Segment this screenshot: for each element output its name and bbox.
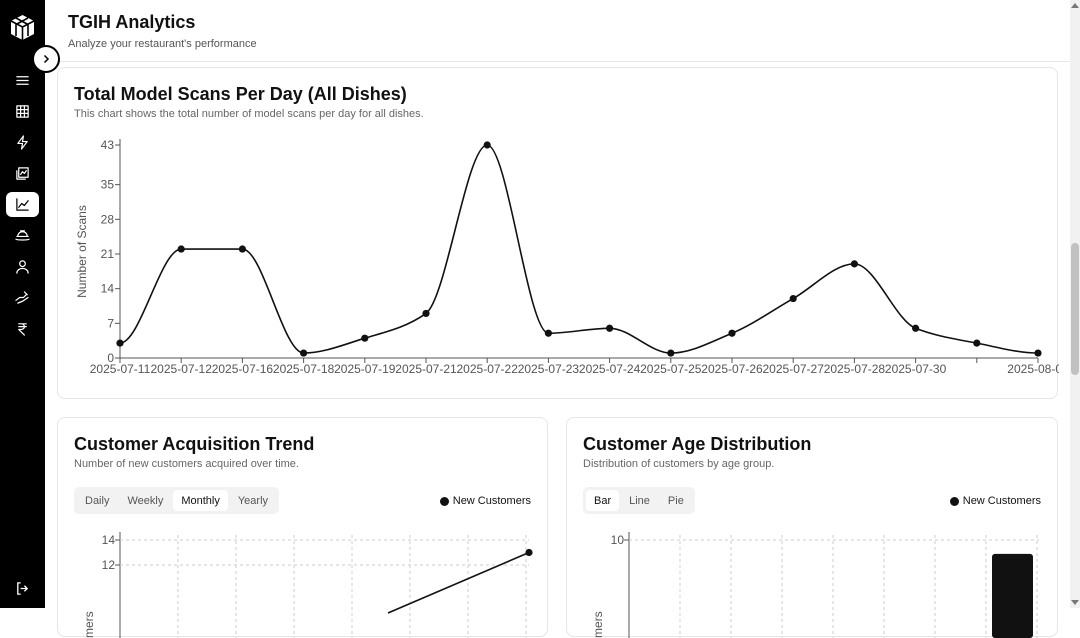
y-tick-label: 0: [107, 351, 114, 365]
y-tick-label: 35: [101, 178, 115, 192]
x-tick-label: 2025-07-22: [457, 362, 519, 376]
data-point: [361, 334, 369, 342]
offers-icon[interactable]: [6, 285, 39, 310]
chart-line-icon[interactable]: [6, 192, 39, 217]
acquisition-chart-card: Customer Acquisition Trend Number of new…: [57, 417, 548, 638]
tab-daily[interactable]: Daily: [85, 494, 110, 507]
logo-icon[interactable]: [10, 14, 35, 41]
acquisition-period-tabs: Daily Weekly Monthly Yearly: [74, 487, 280, 514]
sidebar: [0, 0, 45, 608]
acquisition-chart-description: Number of new customers acquired over ti…: [74, 458, 299, 470]
y-axis-label: mers: [82, 611, 96, 638]
x-tick-label: 2025-07-24: [579, 362, 641, 376]
data-point: [973, 339, 981, 347]
data-point: [728, 329, 736, 337]
age-chart-description: Distribution of customers by age group.: [583, 458, 775, 470]
data-point: [300, 349, 308, 357]
age-bar-chart: 10 mers: [591, 532, 1039, 638]
x-tick-label: 2025-07-30: [885, 362, 947, 376]
y-tick-label: 7: [107, 316, 114, 330]
page-subtitle: Analyze your restaurant's performance: [68, 38, 257, 50]
data-point: [116, 339, 124, 347]
y-tick-label: 43: [101, 138, 115, 152]
x-tick-label: 2025-07-28: [824, 362, 886, 376]
bolt-icon[interactable]: [6, 130, 39, 155]
age-bar: [992, 553, 1033, 638]
x-tick-label: 2025-07-26: [701, 362, 763, 376]
sidebar-toggle-button[interactable]: [32, 45, 60, 73]
data-point: [606, 324, 614, 332]
data-point: [483, 141, 491, 149]
logout-icon[interactable]: [6, 576, 39, 601]
y-axis-label: Number of Scans: [75, 205, 89, 298]
tab-weekly[interactable]: Weekly: [127, 494, 164, 507]
y-tick-label: 21: [101, 247, 115, 261]
page-title: TGIH Analytics: [68, 12, 196, 32]
x-tick-label: 2025-07-16: [212, 362, 274, 376]
acquisition-chart-title: Customer Acquisition Trend: [74, 434, 315, 454]
age-legend: New Customers: [949, 495, 1041, 507]
x-tick-label: 2025-07-21: [395, 362, 457, 376]
y-tick-label: 28: [101, 212, 115, 226]
scans-chart-title: Total Model Scans Per Day (All Dishes): [74, 84, 407, 104]
tab-pie[interactable]: Pie: [667, 494, 684, 507]
data-point: [667, 349, 675, 357]
x-tick-label: 2025-07-23: [518, 362, 580, 376]
y-tick-label: 10: [611, 533, 625, 547]
x-tick-label: 2025-07-19: [334, 362, 396, 376]
data-point: [422, 309, 430, 318]
tab-bar[interactable]: Bar: [586, 490, 620, 511]
data-point: [1034, 349, 1042, 357]
scroll-up-arrow-icon[interactable]: [1071, 3, 1079, 8]
age-chart-type-tabs: Bar Line Pie: [583, 487, 695, 514]
acquisition-legend: New Customers: [439, 495, 531, 507]
data-point: [912, 324, 920, 332]
y-axis-label: mers: [591, 611, 605, 638]
legend-dot: [439, 496, 449, 506]
tab-monthly[interactable]: Monthly: [173, 490, 228, 511]
x-tick-label: 2025-07-27: [763, 362, 825, 376]
gallery-icon[interactable]: [6, 161, 39, 186]
tab-line[interactable]: Line: [629, 494, 650, 507]
tab-yearly[interactable]: Yearly: [237, 494, 269, 507]
scans-series-line: [119, 144, 1039, 354]
user-icon[interactable]: [6, 254, 39, 279]
age-chart-title: Customer Age Distribution: [583, 434, 812, 454]
data-point: [238, 245, 246, 253]
dish-icon[interactable]: [6, 223, 39, 248]
page-header: TGIH Analytics Analyze your restaurant's…: [45, 0, 1070, 62]
scroll-thumb[interactable]: [1071, 243, 1079, 375]
data-point: [177, 245, 185, 253]
chevron-right-icon: [43, 54, 50, 64]
y-tick-label: 12: [102, 558, 116, 572]
page-scrollbar[interactable]: [1070, 0, 1080, 608]
rupee-icon[interactable]: [6, 316, 39, 341]
scans-chart-description: This chart shows the total number of mod…: [74, 108, 424, 120]
scroll-down-arrow-icon[interactable]: [1071, 600, 1079, 605]
data-point: [789, 294, 797, 303]
age-chart-card: Customer Age Distribution Distribution o…: [566, 417, 1058, 638]
legend-label: New Customers: [962, 495, 1041, 507]
x-tick-label: 2025-07-18: [273, 362, 335, 376]
y-tick-label: 14: [101, 282, 115, 296]
table-icon[interactable]: [6, 99, 39, 124]
scans-chart-card: Total Model Scans Per Day (All Dishes) T…: [57, 67, 1059, 399]
legend-label: New Customers: [452, 495, 531, 507]
menu-icon[interactable]: [6, 68, 39, 93]
y-tick-label: 14: [102, 533, 116, 547]
acquisition-line-chart: 14 12 mers: [82, 532, 533, 638]
x-tick-label: 2025-07-11: [90, 362, 151, 376]
x-tick-label: 2025-08-05: [1007, 362, 1059, 376]
data-point: [525, 548, 533, 557]
x-tick-label: 2025-07-25: [640, 362, 702, 376]
legend-dot: [949, 496, 959, 506]
data-point: [850, 260, 859, 268]
x-tick-label: 2025-07-12: [151, 362, 213, 376]
acquisition-series-line: [387, 551, 530, 614]
data-point: [544, 329, 552, 337]
